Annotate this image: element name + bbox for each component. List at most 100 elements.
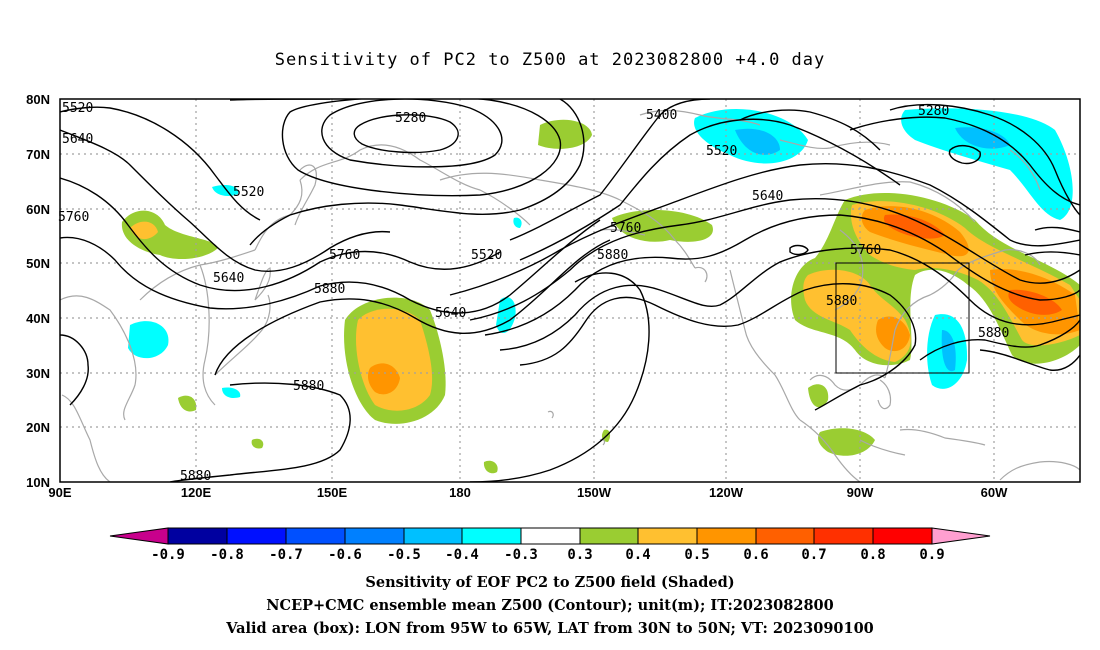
contour-label-layer: 5520 5640 5760 5280 5520 5400 5520 5280 … — [58, 101, 1009, 484]
caption-shading: Sensitivity of EOF PC2 to Z500 field (Sh… — [365, 574, 735, 591]
coastline — [639, 109, 761, 126]
contour-label: 5880 — [597, 248, 628, 263]
coastline — [809, 374, 886, 391]
contour-line — [919, 319, 1080, 361]
contour-label: 5520 — [471, 248, 502, 263]
contour-line — [1034, 226, 1080, 233]
contour-label: 5400 — [646, 108, 677, 123]
colorbar-tick-label: -0.8 — [210, 547, 244, 563]
contour-line — [948, 145, 981, 165]
contour-label: 5520 — [233, 185, 264, 200]
positive-area — [883, 214, 945, 239]
contour-label: 5280 — [918, 104, 949, 119]
coastline — [1009, 149, 1041, 191]
lon-label: 90W — [847, 485, 874, 500]
negative-area — [222, 387, 241, 398]
coastline — [694, 266, 708, 283]
caption-valid-area: Valid area (box): LON from 95W to 65W, L… — [226, 620, 874, 637]
negative-area — [513, 217, 522, 228]
valid-area-box — [835, 262, 970, 374]
coastline — [599, 438, 606, 446]
chart-title: Sensitivity of PC2 to Z500 at 2023082800… — [274, 50, 826, 70]
contour-label: 5880 — [314, 282, 345, 297]
contour-line — [469, 272, 650, 482]
contour-line — [60, 129, 391, 272]
gridlines — [60, 99, 1080, 482]
coastline — [139, 249, 256, 301]
contour-line — [519, 118, 901, 261]
coastline — [859, 439, 906, 456]
contour-line — [1024, 251, 1080, 256]
colorbar-tick-label: -0.7 — [269, 547, 303, 563]
negative-area — [212, 185, 239, 196]
lon-label: 120E — [181, 485, 212, 500]
colorbar-tick-label: 0.4 — [625, 547, 650, 563]
coastline — [214, 294, 271, 376]
contour-label: 5760 — [58, 210, 89, 225]
coastline — [877, 379, 892, 410]
colorbar-tick-label: -0.3 — [504, 547, 538, 563]
lat-label: 60N — [26, 202, 50, 217]
colorbar-tick-label: -0.4 — [445, 547, 479, 563]
contour-line — [214, 239, 611, 376]
positive-area — [367, 363, 400, 395]
colorbar-segment — [696, 527, 757, 545]
shading-layer — [121, 108, 1080, 474]
lat-label: 80N — [26, 92, 50, 107]
colorbar-tick-label: -0.6 — [328, 547, 362, 563]
z500-contours — [60, 99, 1080, 482]
positive-area — [178, 395, 197, 412]
colorbar-tick-label: -0.5 — [387, 547, 421, 563]
lon-label: 60W — [981, 485, 1008, 500]
coastline — [884, 269, 959, 379]
coastline — [439, 172, 621, 201]
contour-line — [60, 334, 89, 406]
positive-area — [808, 384, 829, 408]
colorbar-segment — [285, 527, 346, 545]
colorbar-tick-label: 0.5 — [684, 547, 709, 563]
contour-label: 5760 — [329, 248, 360, 263]
lat-label: 30N — [26, 366, 50, 381]
colorbar-segment — [167, 527, 228, 545]
contour-line — [849, 116, 1080, 206]
coastline — [61, 394, 111, 482]
contour-line — [60, 219, 601, 314]
contour-label: 5760 — [610, 221, 641, 236]
colorbar-segment — [344, 527, 405, 545]
lon-label: 90E — [48, 485, 71, 500]
contour-label: 5640 — [435, 306, 466, 321]
lon-label: 150W — [577, 485, 612, 500]
positive-area — [538, 119, 592, 149]
contour-label: 5520 — [706, 144, 737, 159]
colorbar-tick-label: 0.3 — [567, 547, 592, 563]
coastline — [957, 249, 1041, 271]
coastline — [254, 267, 271, 301]
colorbar-labels: -0.9 -0.8 -0.7 -0.6 -0.5 -0.4 -0.3 0.3 0… — [151, 547, 945, 563]
contour-line — [484, 214, 1080, 336]
coastline — [799, 419, 861, 482]
colorbar — [109, 527, 991, 545]
negative-area — [955, 127, 1010, 149]
coastlines — [60, 109, 1080, 482]
positive-area — [483, 460, 498, 474]
colorbar-max-triangle — [931, 527, 991, 545]
coastline — [199, 264, 216, 406]
lon-label: 180 — [449, 485, 471, 500]
negative-area — [128, 321, 169, 359]
coastline — [999, 460, 1080, 481]
caption-contour: NCEP+CMC ensemble mean Z500 (Contour); u… — [266, 597, 834, 614]
contour-label: 5880 — [826, 294, 857, 309]
contour-line — [60, 106, 261, 221]
colorbar-tick-label: 0.6 — [743, 547, 768, 563]
negative-area — [941, 330, 956, 372]
colorbar-min-triangle — [109, 527, 169, 545]
positive-area — [876, 316, 910, 352]
coastline — [729, 269, 801, 421]
contour-label: 5880 — [180, 469, 211, 484]
contour-line — [739, 109, 881, 151]
positive-area — [251, 438, 264, 449]
colorbar-segment — [579, 527, 639, 545]
contour-label: 5520 — [62, 101, 93, 116]
contour-line — [60, 177, 501, 292]
